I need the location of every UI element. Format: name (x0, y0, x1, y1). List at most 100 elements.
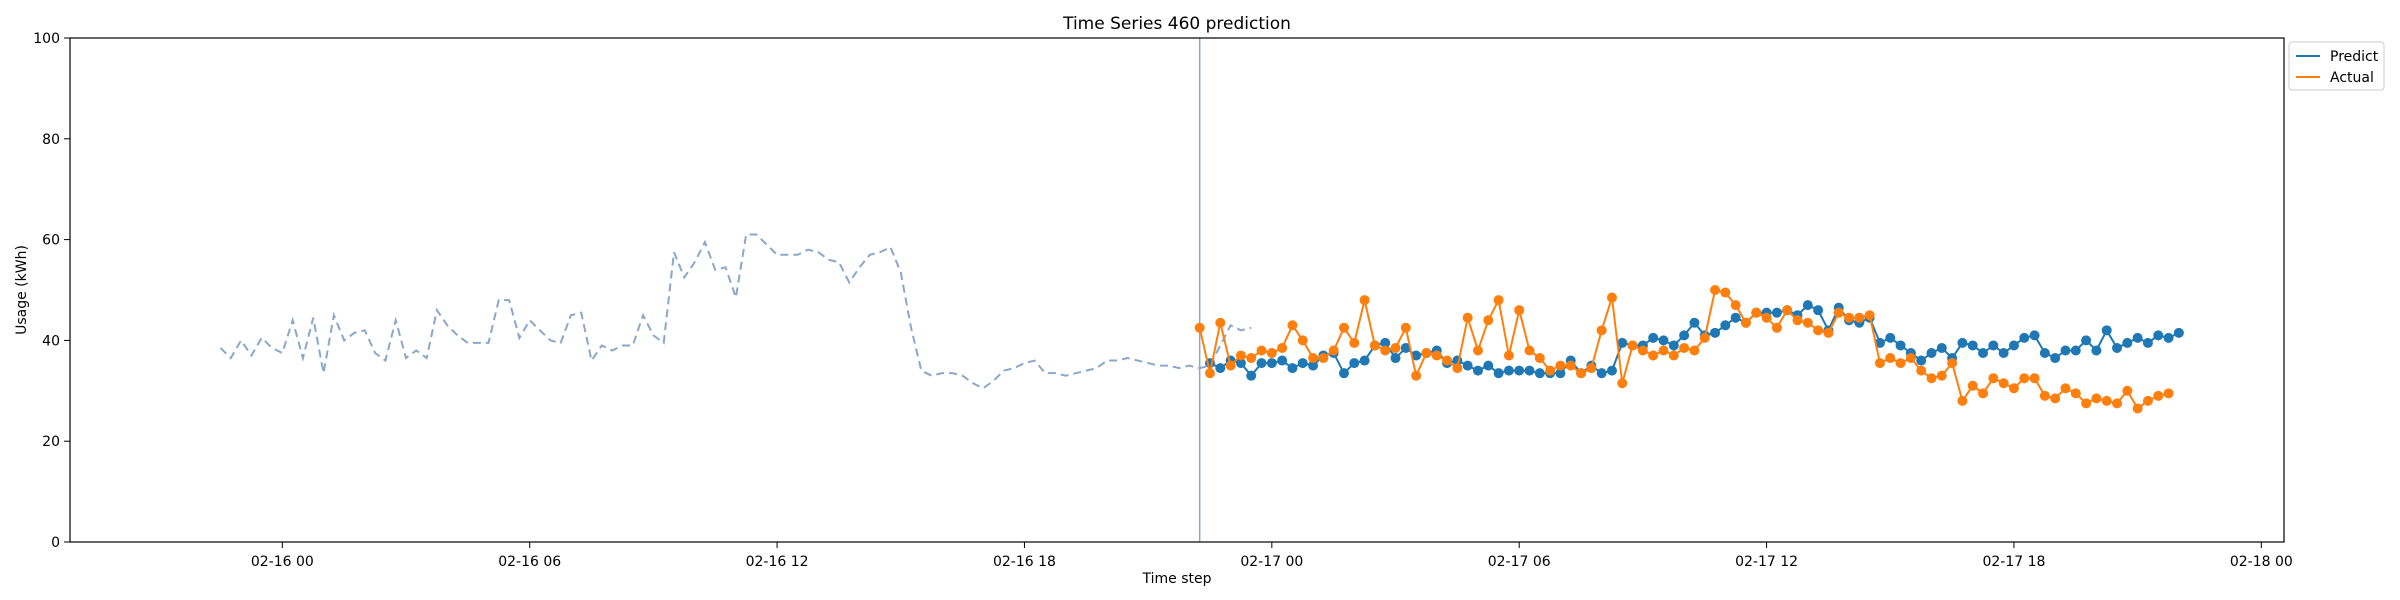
actual-point (1957, 395, 1968, 406)
predict-point (1730, 312, 1741, 323)
predict-point (1277, 355, 1288, 366)
actual-point (1390, 342, 1401, 353)
actual-point (1710, 285, 1721, 295)
actual-point (1905, 353, 1916, 364)
actual-point (1947, 358, 1958, 369)
actual-point (2163, 388, 2174, 399)
actual-point (1936, 370, 1947, 381)
x-tick-label: 02-16 06 (498, 554, 561, 570)
actual-point (1555, 360, 1566, 371)
predict-point (1978, 348, 1989, 358)
actual-point (1235, 350, 1246, 361)
y-tick-label: 60 (42, 233, 60, 249)
predict-point (2163, 332, 2174, 343)
predict-point (1359, 355, 1370, 366)
actual-point (1885, 353, 1896, 364)
actual-point (1380, 345, 1391, 356)
y-axis: 0 20 40 60 80 100 (33, 31, 70, 551)
predict-point (1617, 337, 1628, 348)
actual-point (1462, 312, 1473, 323)
actual-point (1266, 348, 1277, 358)
actual-point (2019, 373, 2030, 384)
predict-point (1874, 337, 1885, 348)
predict-point (2081, 335, 2092, 346)
predict-point (2050, 353, 2061, 364)
actual-point (1297, 335, 1308, 346)
predict-point (1916, 355, 1927, 366)
actual-point (1565, 360, 1576, 371)
actual-point (1421, 348, 1432, 358)
actual-point (1833, 307, 1844, 318)
predict-point (1256, 358, 1267, 369)
actual-point (1442, 355, 1453, 366)
actual-point (1730, 300, 1741, 311)
predict-point (2091, 345, 2102, 356)
predict-point (1390, 353, 1401, 364)
predict-point (1534, 368, 1545, 379)
actual-point (1194, 322, 1205, 333)
actual-point (1493, 295, 1504, 306)
actual-point (1411, 370, 1422, 381)
predict-point (2039, 348, 2050, 358)
predict-point (1287, 363, 1298, 374)
actual-point (1802, 317, 1813, 328)
actual-point (1627, 340, 1638, 351)
actual-point (1864, 310, 1875, 321)
x-tick-label: 02-17 06 (1488, 554, 1551, 570)
predict-point (1658, 335, 1669, 346)
actual-point (1978, 388, 1989, 399)
actual-point (1586, 363, 1597, 374)
predict-point (1338, 368, 1349, 379)
actual-point (1761, 312, 1772, 323)
predict-point (1936, 342, 1947, 353)
actual-point (1823, 327, 1834, 338)
x-tick-label: 02-17 12 (1735, 554, 1798, 570)
x-tick-label: 02-16 00 (251, 554, 314, 570)
predict-point (1308, 360, 1319, 371)
actual-point (1225, 360, 1236, 371)
actual-point (1452, 363, 1463, 374)
actual-point (1545, 365, 1556, 376)
y-tick-label: 40 (42, 333, 60, 349)
predict-point (1246, 370, 1257, 381)
actual-point (1699, 332, 1710, 343)
actual-point (1431, 350, 1442, 361)
actual-point (1287, 320, 1298, 331)
predict-point (1472, 365, 1483, 376)
predict-point (1813, 305, 1824, 316)
actual-point (1679, 342, 1690, 353)
actual-point (1813, 325, 1824, 336)
predict-point (1349, 358, 1360, 369)
actual-point (2070, 388, 2081, 399)
x-tick-label: 02-16 12 (746, 554, 809, 570)
actual-point (1524, 345, 1535, 356)
actual-point (1792, 315, 1803, 326)
plot-area (219, 38, 2184, 542)
chart-title: Time Series 460 prediction (1062, 14, 1291, 34)
actual-point (2112, 398, 2123, 409)
actual-point (2039, 390, 2050, 401)
predict-point (1524, 365, 1535, 376)
predict-point (1462, 360, 1473, 371)
history-line (219, 233, 1252, 390)
actual-point (1534, 353, 1545, 364)
legend: Predict Actual (2288, 41, 2385, 91)
actual-point (1740, 317, 1751, 328)
legend-label-actual: Actual (2330, 70, 2374, 86)
predict-point (1503, 365, 1514, 376)
actual-point (2050, 393, 2061, 404)
predict-point (1648, 332, 1659, 343)
actual-point (1854, 312, 1865, 323)
actual-point (1204, 368, 1215, 379)
actual-point (1277, 342, 1288, 353)
actual-point (1874, 358, 1885, 369)
predict-point (1400, 342, 1411, 353)
predict-point (1483, 360, 1494, 371)
actual-point (1308, 353, 1319, 364)
actual-point (1967, 380, 1978, 391)
actual-point (1771, 322, 1782, 333)
actual-point (1349, 337, 1360, 348)
actual-point (1751, 307, 1762, 318)
actual-point (1338, 322, 1349, 333)
